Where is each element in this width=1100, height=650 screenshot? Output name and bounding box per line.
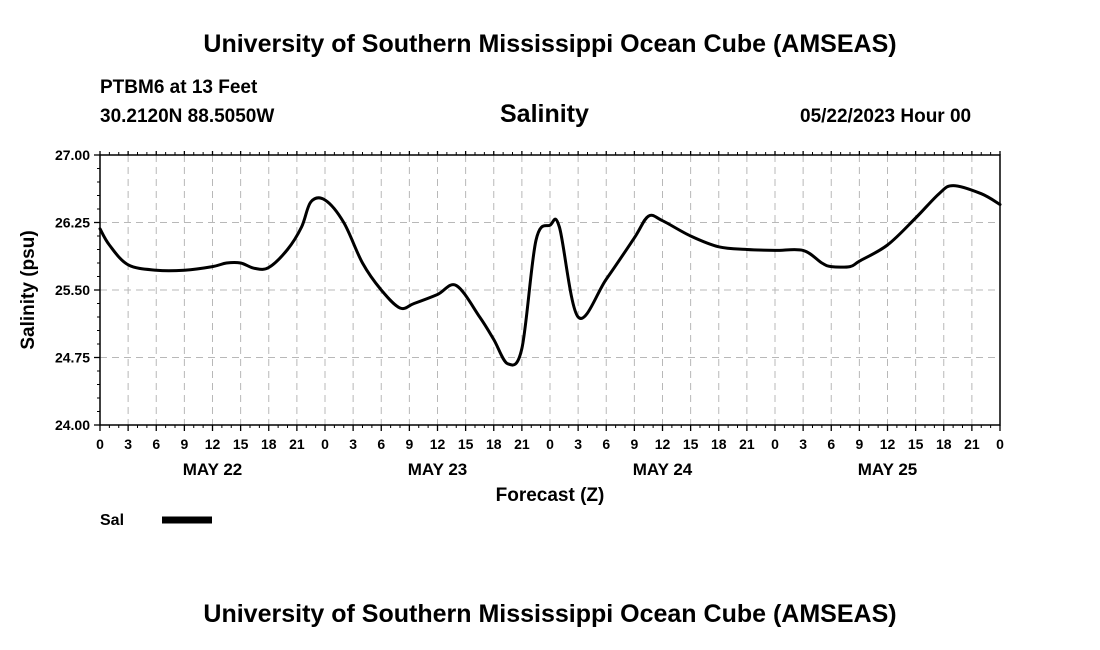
y-tick-label: 25.50 xyxy=(55,282,90,298)
x-tick-label: 3 xyxy=(124,436,132,452)
day-label: MAY 22 xyxy=(183,460,243,479)
x-tick-label: 9 xyxy=(405,436,413,452)
x-tick-label: 0 xyxy=(96,436,104,452)
x-tick-label: 21 xyxy=(964,436,980,452)
x-tick-label: 9 xyxy=(855,436,863,452)
y-tick-label: 26.25 xyxy=(55,215,90,231)
x-axis-title: Forecast (Z) xyxy=(496,485,605,506)
y-tick-labels: 24.00 24.75 25.50 26.25 27.00 xyxy=(55,147,90,433)
day-label: MAY 25 xyxy=(858,460,918,479)
x-tick-label: 0 xyxy=(546,436,554,452)
chart-variable-title: Salinity xyxy=(500,100,589,128)
y-axis-title: Salinity (psu) xyxy=(18,230,39,349)
day-label: MAY 23 xyxy=(408,460,468,479)
station-coordinates: 30.2120N 88.5050W xyxy=(100,106,275,127)
x-tick-label: 9 xyxy=(180,436,188,452)
x-tick-label: 21 xyxy=(514,436,530,452)
plot-frame xyxy=(99,154,1001,426)
y-tick-label: 24.00 xyxy=(55,417,90,433)
x-tick-label: 0 xyxy=(996,436,1004,452)
x-tick-label: 9 xyxy=(630,436,638,452)
y-tick-label: 24.75 xyxy=(55,350,90,366)
x-tick-label: 6 xyxy=(602,436,610,452)
x-tick-label: 3 xyxy=(799,436,807,452)
x-tick-label: 18 xyxy=(486,436,502,452)
grid-lines xyxy=(100,155,1000,425)
x-tick-label: 12 xyxy=(205,436,221,452)
x-tick-label: 12 xyxy=(880,436,896,452)
x-tick-label: 15 xyxy=(233,436,249,452)
day-label: MAY 24 xyxy=(633,460,693,479)
x-tick-label: 6 xyxy=(827,436,835,452)
chart-title-bottom: University of Southern Mississippi Ocean… xyxy=(203,600,897,628)
x-tick-labels: 0 3 6 9 12 15 18 21 0 3 6 9 12 15 18 21 0 3 6 9 12 15 18 21 0 3 6 9… xyxy=(96,436,1004,452)
legend-label-sal: Sal xyxy=(100,512,124,529)
chart-title-top: University of Southern Mississippi Ocean… xyxy=(203,30,897,58)
x-tick-label: 18 xyxy=(711,436,727,452)
forecast-datetime: 05/22/2023 Hour 00 xyxy=(800,106,972,127)
x-tick-label: 12 xyxy=(430,436,446,452)
x-tick-label: 15 xyxy=(458,436,474,452)
x-tick-label: 15 xyxy=(683,436,699,452)
x-tick-label: 0 xyxy=(771,436,779,452)
x-tick-label: 18 xyxy=(261,436,277,452)
x-tick-label: 6 xyxy=(377,436,385,452)
x-tick-label: 15 xyxy=(908,436,924,452)
x-tick-label: 21 xyxy=(739,436,755,452)
day-labels: MAY 22 MAY 23 MAY 24 MAY 25 xyxy=(183,460,918,479)
x-tick-label: 0 xyxy=(321,436,329,452)
station-label: PTBM6 at 13 Feet xyxy=(100,77,258,98)
x-tick-label: 21 xyxy=(289,436,305,452)
x-tick-label: 6 xyxy=(152,436,160,452)
salinity-series-line xyxy=(98,184,1002,367)
x-tick-label: 18 xyxy=(936,436,952,452)
y-tick-label: 27.00 xyxy=(55,147,90,163)
x-tick-label: 3 xyxy=(349,436,357,452)
tick-marks xyxy=(94,151,1001,431)
x-tick-label: 12 xyxy=(655,436,671,452)
x-tick-label: 3 xyxy=(574,436,582,452)
